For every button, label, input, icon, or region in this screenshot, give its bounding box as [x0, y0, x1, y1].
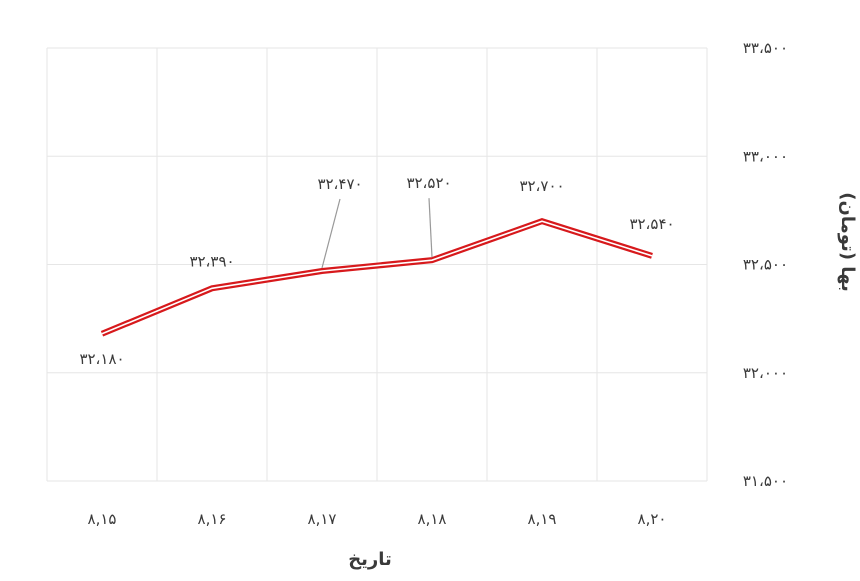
- series: [100, 218, 653, 337]
- data-label: ۳۲،۵۲۰: [406, 174, 451, 192]
- x-axis-title: تاریخ: [348, 549, 392, 570]
- x-tick-label: ۸,۲۰: [638, 510, 667, 528]
- y-tick-label: ۳۲،۵۰۰: [743, 256, 788, 274]
- data-label: ۳۲،۱۸۰: [79, 350, 124, 368]
- label-leader-line: [428, 198, 433, 258]
- y-tick-label: ۳۳،۰۰۰: [743, 147, 788, 165]
- y-axis-title: بها (تومان): [837, 192, 858, 291]
- x-tick-label: ۸,۱۹: [528, 510, 557, 528]
- y-tick-label: ۳۱،۵۰۰: [743, 472, 788, 490]
- label-leaders: [321, 198, 433, 269]
- x-axis-ticks: ۸,۱۵ ۸,۱۶ ۸,۱۷ ۸,۱۸ ۸,۱۹ ۸,۲۰: [88, 510, 667, 528]
- data-label: ۳۲،۴۷۰: [317, 175, 362, 193]
- y-tick-label: ۳۳،۵۰۰: [743, 39, 788, 57]
- data-labels: ۳۲،۱۸۰ ۳۲،۳۹۰ ۳۲،۴۷۰ ۳۲،۵۲۰ ۳۲،۷۰۰ ۳۲،۵۴۰: [79, 174, 674, 368]
- x-tick-label: ۸,۱۵: [88, 510, 117, 528]
- data-label: ۳۲،۳۹۰: [189, 252, 234, 270]
- grid: [46, 47, 708, 482]
- y-axis-ticks: ۳۱،۵۰۰ ۳۲،۰۰۰ ۳۲،۵۰۰ ۳۳،۰۰۰ ۳۳،۵۰۰: [743, 39, 788, 490]
- x-tick-label: ۸,۱۷: [308, 510, 337, 528]
- data-label: ۳۲،۵۴۰: [629, 215, 674, 233]
- x-tick-label: ۸,۱۸: [418, 510, 447, 528]
- data-label: ۳۲،۷۰۰: [519, 177, 564, 195]
- label-leader-line: [321, 198, 341, 269]
- x-tick-label: ۸,۱۶: [198, 510, 227, 528]
- series-line-inner: [101, 220, 653, 335]
- y-tick-label: ۳۲،۰۰۰: [743, 364, 788, 382]
